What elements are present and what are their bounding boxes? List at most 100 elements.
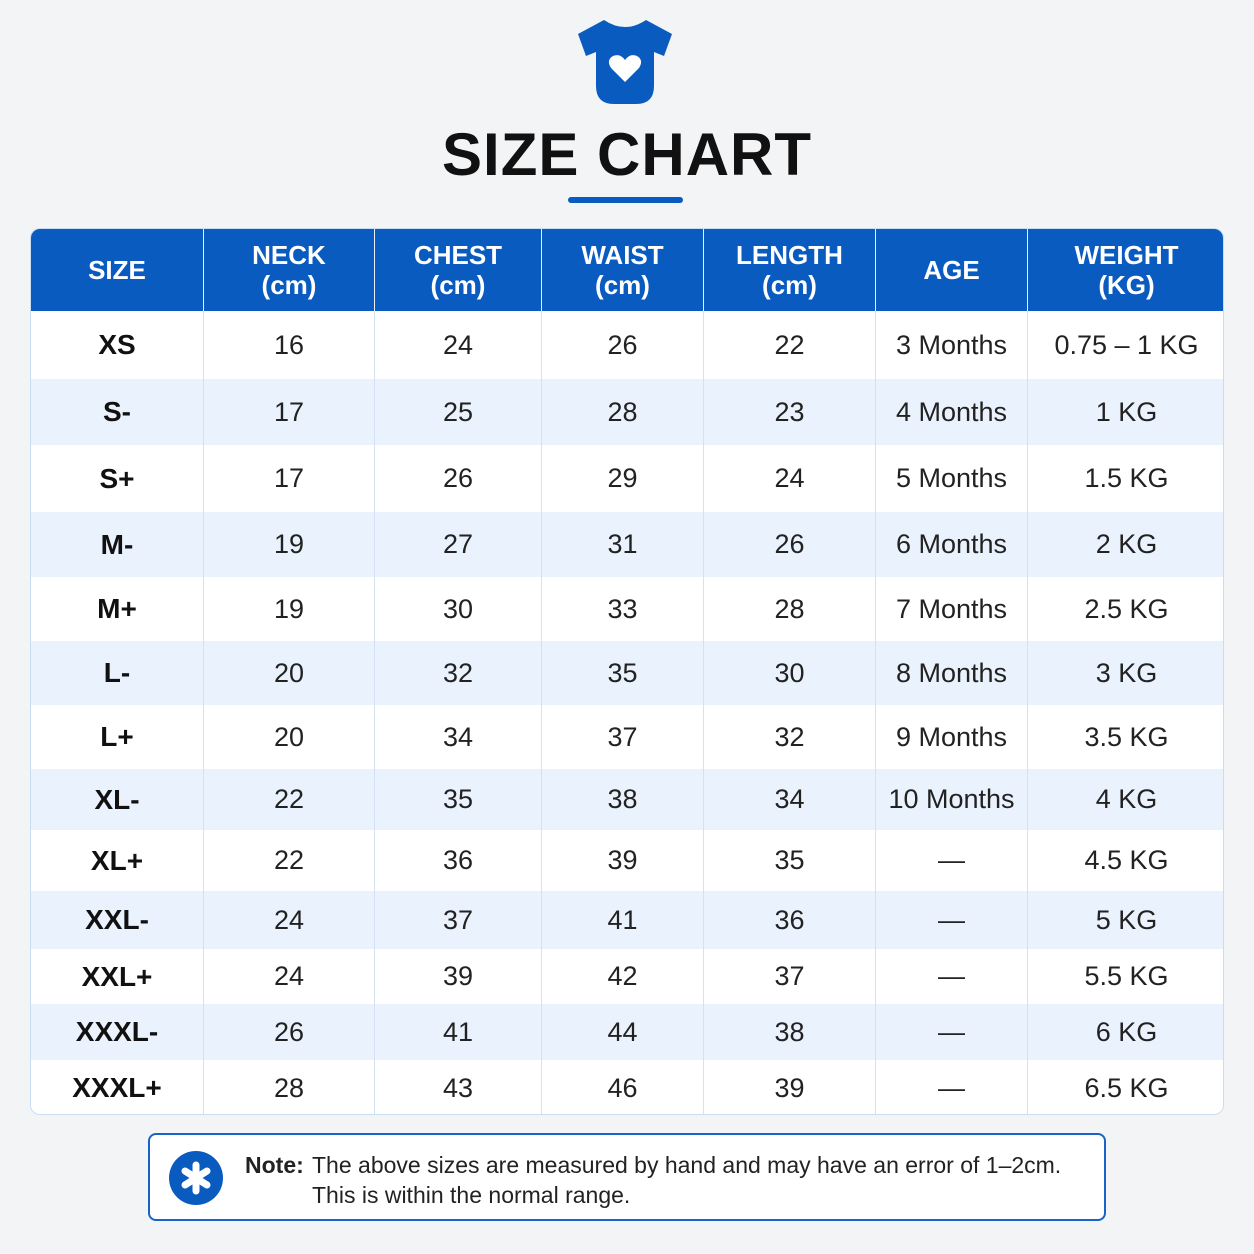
table-cell: 4 Months [876, 379, 1028, 445]
note-label: Note: [245, 1152, 304, 1178]
column-header: CHEST (cm) [375, 229, 542, 311]
table-cell: 1.5 KG [1084, 463, 1169, 493]
table-cell: 9 Months [876, 705, 1028, 769]
size-cell: XXXL- [31, 1004, 204, 1060]
table-cell: 7 Months [876, 577, 1028, 641]
table-cell: 22 [204, 769, 375, 830]
table-cell: 22 [704, 311, 876, 379]
table-cell: 31 [542, 512, 704, 577]
title-underline [568, 197, 683, 203]
table-cell: 35 [704, 830, 876, 891]
table-cell: 3 KG [1095, 657, 1158, 688]
table-cell: 46 [542, 1060, 704, 1114]
table-cell: 41 [375, 1004, 542, 1060]
size-cell: S- [31, 379, 204, 445]
table-row [31, 1060, 1223, 1114]
note-box: Note: The above sizes are measured by ha… [148, 1133, 1106, 1221]
table-cell: 19 [204, 577, 375, 641]
table-cell: 6 KG [1095, 1016, 1158, 1047]
table-cell: 5.5 KG [1084, 961, 1169, 991]
table-cell: 24 [375, 311, 542, 379]
table-cell: 38 [542, 769, 704, 830]
table-cell: 0.75 – 1 KG [1054, 329, 1199, 360]
table-cell: 4.5 KG [1084, 845, 1169, 875]
column-header: LENGTH (cm) [704, 229, 876, 311]
table-cell: 1 KG [1095, 396, 1158, 427]
header-line: (cm) [762, 270, 817, 300]
table-cell: 36 [704, 891, 876, 949]
table-cell: 43 [375, 1060, 542, 1114]
table-cell: 26 [204, 1004, 375, 1060]
column-header: SIZE [31, 229, 204, 311]
header-line: WEIGHT [1074, 240, 1179, 270]
table-cell: 39 [542, 830, 704, 891]
table-cell: 17 [204, 445, 375, 512]
table-row [31, 379, 1223, 445]
table-cell: 8 Months [876, 641, 1028, 705]
table-cell: 28 [704, 577, 876, 641]
table-cell: 33 [542, 577, 704, 641]
table-cell: 24 [204, 891, 375, 949]
table-row [31, 705, 1223, 769]
table-cell: — [876, 1060, 1028, 1114]
table-cell: 37 [542, 705, 704, 769]
table-cell: 37 [375, 891, 542, 949]
size-cell: XXXL+ [31, 1060, 204, 1114]
table-row [31, 949, 1223, 1004]
table-cell: 37 [704, 949, 876, 1004]
header-line: CHEST [413, 240, 503, 270]
table-cell: 26 [542, 311, 704, 379]
table-cell: 2.5 KG [1084, 593, 1169, 624]
table-cell: 35 [375, 769, 542, 830]
header-line: (KG) [1098, 270, 1155, 300]
header-line: SIZE [88, 255, 146, 285]
table-cell: 6.5 KG [1084, 1072, 1169, 1103]
table-cell: 32 [704, 705, 876, 769]
table-cell: — [876, 891, 1028, 949]
table-cell: 34 [375, 705, 542, 769]
table-cell: — [876, 949, 1028, 1004]
table-cell: 6 Months [876, 512, 1028, 577]
header-line: WAIST [581, 240, 664, 270]
table-row [31, 577, 1223, 641]
header-line: (cm) [595, 270, 650, 300]
size-cell: XXL+ [31, 949, 204, 1004]
table-row [31, 641, 1223, 705]
header-line: NECK [252, 240, 326, 270]
size-cell: XXL- [31, 891, 204, 949]
table-cell: — [876, 830, 1028, 891]
table-row [31, 512, 1223, 577]
table-cell: 22 [204, 830, 375, 891]
header-line: AGE [923, 255, 980, 285]
size-cell: S+ [31, 445, 204, 512]
table-cell: 44 [542, 1004, 704, 1060]
table-cell: 24 [704, 445, 876, 512]
column-header: AGE [876, 229, 1028, 311]
table-cell: 5 KG [1095, 904, 1158, 935]
note-line: The above sizes are measured by hand and… [312, 1152, 1062, 1178]
table-cell: 5 Months [876, 445, 1028, 512]
table-cell: 16 [204, 311, 375, 379]
table-cell: 28 [204, 1060, 375, 1114]
table-cell: — [876, 1004, 1028, 1060]
table-row [31, 311, 1223, 379]
size-cell: XL- [31, 769, 204, 830]
column-header: WAIST (cm) [542, 229, 704, 311]
table-row [31, 830, 1223, 891]
size-cell: M- [31, 512, 204, 577]
note-line: This is within the normal range. [312, 1182, 631, 1208]
table-cell: 36 [375, 830, 542, 891]
table-row [31, 1004, 1223, 1060]
table-cell: 24 [204, 949, 375, 1004]
table-cell: 19 [204, 512, 375, 577]
table-cell: 29 [542, 445, 704, 512]
table-cell: 23 [704, 379, 876, 445]
table-cell: 27 [375, 512, 542, 577]
table-cell: 30 [375, 577, 542, 641]
table-cell: 39 [375, 949, 542, 1004]
table-cell: 3.5 KG [1084, 721, 1169, 752]
table-cell: 17 [204, 379, 375, 445]
table-row [31, 891, 1223, 949]
header-line: (cm) [261, 270, 317, 300]
